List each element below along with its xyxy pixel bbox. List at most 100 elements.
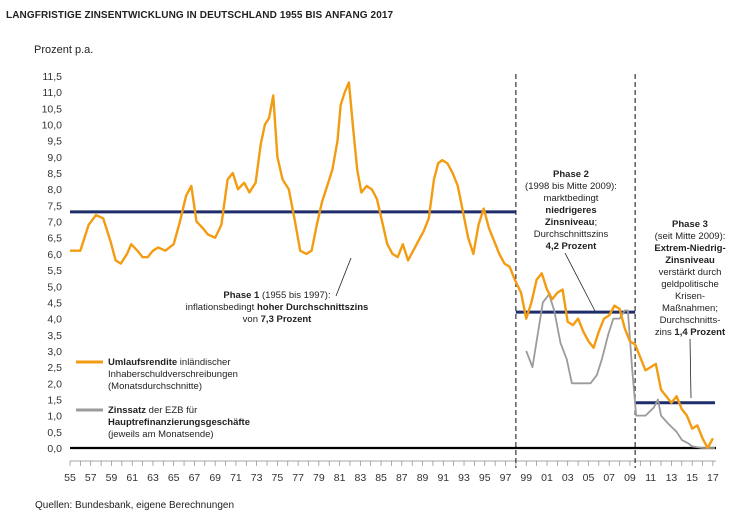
phase1-text2b: hoher Durchschnittszins — [257, 302, 368, 313]
y-tick-label: 9,0 — [47, 152, 62, 164]
x-tick-label: 97 — [500, 472, 512, 484]
x-tick-label: 73 — [251, 472, 263, 484]
legend-zins-text3: (jeweils am Monatsende) — [108, 429, 214, 440]
y-tick-label: 9,5 — [47, 136, 62, 148]
phase3-text5: verstärkt durch — [659, 267, 722, 278]
phase2-text7: 4,2 Prozent — [546, 241, 598, 252]
x-tick-label: 67 — [189, 472, 201, 484]
phase1-pointer — [335, 257, 352, 297]
phase3-text7: Krisen- — [675, 291, 705, 302]
legend-umlauf-text2: Inhaberschuldverschreibungen — [108, 369, 238, 380]
y-tick-label: 7,0 — [47, 217, 62, 229]
phase3-text8: Maßnahmen; — [662, 303, 718, 314]
x-tick-label: 57 — [85, 472, 97, 484]
phase2-text6: Durchschnittszins — [534, 229, 609, 240]
phase2-text5: Zinsniveau — [545, 217, 595, 228]
source-note: Quellen: Bundesbank, eigene Berechnungen — [35, 500, 235, 511]
y-tick-label: 2,5 — [47, 362, 62, 374]
x-tick-label: 09 — [624, 472, 636, 484]
phase3-text6: geldpolitische — [661, 279, 719, 290]
x-tick-label: 81 — [334, 472, 346, 484]
phase3-pointer — [689, 338, 692, 399]
x-tick-label: 91 — [437, 472, 449, 484]
phase1-text2a: inflationsbedingt — [186, 302, 257, 313]
x-tick-label: 05 — [583, 472, 595, 484]
umlaufsrendite-line — [70, 81, 714, 450]
chart-title: LANGFRISTIGE ZINSENTWICKLUNG IN DEUTSCHL… — [6, 10, 394, 21]
phase3-text9: Durchschnitts- — [660, 315, 721, 326]
y-tick-label: 5,5 — [47, 265, 62, 277]
x-tick-label: 61 — [126, 472, 138, 484]
svg-text:inflationsbedingt hoher Durchs: inflationsbedingt hoher Durchschnittszin… — [186, 302, 369, 313]
x-tick-label: 17 — [707, 472, 719, 484]
phase2-text4: niedrigeres — [545, 205, 596, 216]
x-tick-label: 63 — [147, 472, 159, 484]
y-tick-label: 11,0 — [42, 87, 62, 99]
phase2-pointer — [564, 252, 596, 312]
x-tick-label: 13 — [666, 472, 678, 484]
phase3-years: (seit Mitte 2009): — [655, 231, 726, 242]
svg-text:Umlaufsrendite inländischer: Umlaufsrendite inländischer — [108, 357, 231, 368]
y-tick-label: 3,0 — [47, 346, 62, 358]
phase3-title: Phase 3 — [672, 219, 708, 230]
phase1-years: (1955 bis 1997): — [259, 290, 330, 301]
y-tick-label: 0,5 — [47, 427, 62, 439]
legend-umlauf-text1: inländischer — [177, 357, 230, 368]
x-tick-label: 95 — [479, 472, 491, 484]
x-tick-label: 11 — [645, 472, 656, 484]
svg-text:von 7,3 Prozent: von 7,3 Prozent — [243, 314, 312, 325]
phase2-title: Phase 2 — [553, 169, 589, 180]
y-tick-label: 8,0 — [47, 184, 62, 196]
y-tick-label: 6,0 — [47, 249, 62, 261]
x-tick-label: 99 — [520, 472, 532, 484]
y-tick-label: 1,0 — [47, 411, 62, 423]
x-tick-label: 65 — [168, 472, 180, 484]
svg-text:zins 1,4 Prozent: zins 1,4 Prozent — [655, 327, 726, 338]
legend-umlauf-title: Umlaufsrendite — [108, 357, 177, 368]
x-tick-label: 85 — [375, 472, 387, 484]
phase2-text5b: ; — [594, 217, 597, 228]
phase3-text3: Extrem-Niedrig- — [654, 243, 725, 254]
phase1-title: Phase 1 — [223, 290, 260, 301]
x-tick-label: 03 — [562, 472, 574, 484]
y-tick-label: 5,0 — [47, 281, 62, 293]
x-tick-label: 89 — [417, 472, 429, 484]
x-tick-label: 77 — [292, 472, 304, 484]
y-tick-label: 8,5 — [47, 168, 62, 180]
x-tick-label: 83 — [354, 472, 366, 484]
phase2-years: (1998 bis Mitte 2009): — [525, 181, 617, 192]
phase2-text3: marktbedingt — [544, 193, 599, 204]
x-tick-label: 93 — [458, 472, 470, 484]
y-tick-label: 2,0 — [47, 378, 62, 390]
x-tick-label: 01 — [541, 472, 553, 484]
legend-zins-title: Zinssatz — [108, 405, 146, 416]
x-tick-label: 75 — [272, 472, 284, 484]
y-tick-label: 3,5 — [47, 330, 62, 342]
y-tick-label: 0,0 — [47, 443, 62, 455]
phase1-text3a: von — [243, 314, 261, 325]
x-tick-label: 79 — [313, 472, 325, 484]
x-tick-label: 71 — [230, 472, 242, 484]
y-tick-label: 10,5 — [42, 103, 63, 115]
y-tick-label: 4,0 — [47, 314, 62, 326]
y-tick-label: 1,5 — [47, 394, 62, 406]
phase3-text10a: zins — [655, 327, 675, 338]
y-tick-label: 11,5 — [42, 71, 62, 83]
phase3-text10b: 1,4 Prozent — [674, 327, 726, 338]
y-tick-label: 10,0 — [42, 120, 63, 132]
y-axis-label: Prozent p.a. — [34, 44, 94, 56]
y-tick-label: 6,5 — [47, 233, 62, 245]
x-tick-label: 07 — [603, 472, 615, 484]
x-tick-label: 69 — [209, 472, 221, 484]
x-tick-label: 55 — [64, 472, 76, 484]
svg-text:Zinssatz der EZB für: Zinssatz der EZB für — [108, 405, 197, 416]
svg-text:Zinsniveau;: Zinsniveau; — [545, 217, 597, 228]
svg-text:Phase 1 (1955 bis 1997):: Phase 1 (1955 bis 1997): — [223, 290, 330, 301]
y-tick-label: 4,5 — [47, 297, 62, 309]
phase3-text4: Zinsniveau — [665, 255, 715, 266]
x-tick-label: 59 — [106, 472, 118, 484]
legend-umlauf-text3: (Monatsdurchschnitte) — [108, 381, 202, 392]
zinssatz-line — [525, 293, 715, 449]
y-tick-label: 7,5 — [47, 200, 62, 212]
